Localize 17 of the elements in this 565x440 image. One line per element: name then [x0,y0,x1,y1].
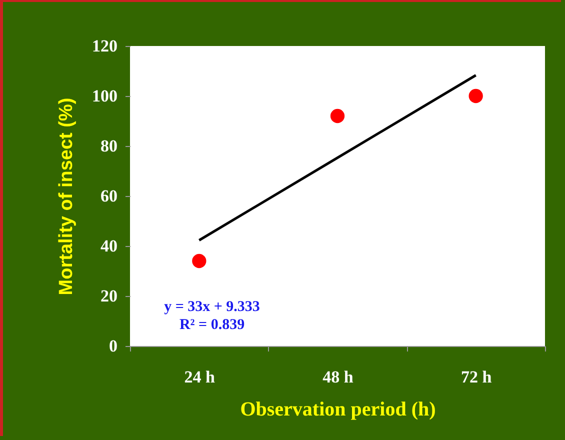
x-tick-label: 72 h [460,368,492,386]
annotation: y = 33x + 9.333 [164,299,260,315]
point [468,88,483,104]
y-tick-label: 0 [109,336,118,356]
y-tick-label: 20 [100,286,118,306]
point [330,108,345,124]
x-axis-title: Observation period (h) [240,398,436,420]
y-tick-label: 40 [100,236,118,256]
y-axis-title: Mortality of insect (%) [56,98,77,296]
x-tick-label: 48 h [322,368,354,386]
point [192,254,206,268]
annotation: R² = 0.839 [179,317,245,333]
x-tick-label: 24 h [184,368,216,386]
y-tick-label: 80 [100,136,118,156]
y-tick-label: 60 [100,186,118,206]
y-tick-label: 100 [92,86,118,106]
y-tick-label: 120 [92,36,118,56]
